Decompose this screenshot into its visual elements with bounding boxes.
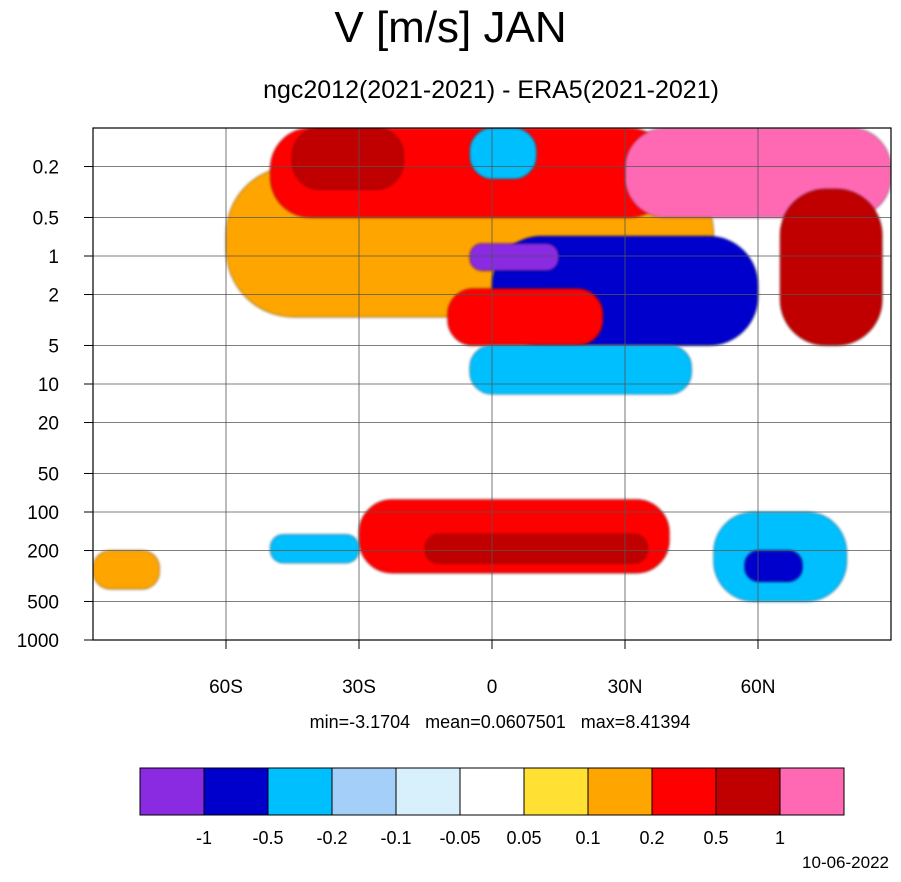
y-tick-label: 0.2: [33, 158, 59, 179]
y-tick-label: 1: [48, 247, 59, 268]
colorbar-swatch-10: [779, 767, 845, 816]
colorbar-label: -1: [196, 828, 212, 848]
plot-area: [93, 128, 891, 640]
y-tick-label: 5: [48, 336, 59, 357]
colorbar-swatch-1: [203, 767, 269, 816]
colorbar-label: 0.05: [506, 828, 541, 848]
y-tick-label: 20: [38, 414, 59, 435]
colorbar-label: -0.5: [252, 828, 283, 848]
chart-subtitle: ngc2012(2021-2021) - ERA5(2021-2021): [263, 76, 719, 104]
y-tick-label: 1000: [17, 631, 59, 652]
colorbar-label: -0.05: [439, 828, 480, 848]
y-tick-label: 50: [38, 464, 59, 485]
colorbar-label: -0.2: [316, 828, 347, 848]
x-tick-label: 0: [487, 677, 498, 698]
stats-line: min=-3.1704 mean=0.0607501 max=8.41394: [309, 712, 691, 732]
colorbar-swatch-9: [715, 767, 781, 816]
colorbar-label: 0.5: [703, 828, 728, 848]
y-tick-label: 200: [27, 542, 59, 563]
x-tick-label: 30N: [608, 677, 643, 698]
contour-region-7: [469, 243, 559, 271]
colorbar: -1 -0.5 -0.2 -0.1 -0.05 0.05 0.1 0.2 0.5 1: [139, 767, 845, 848]
colorbar-swatch-7: [587, 767, 653, 816]
axes: 60S 30S 0 30N 60N 0.2 0.5 1 2 5 10 20 50 100 200 500 100…: [17, 158, 776, 698]
contour-region-9: [469, 345, 692, 395]
colorbar-swatch-5: [459, 767, 525, 816]
colorbar-label: 0.1: [575, 828, 600, 848]
y-tick-label: 0.5: [33, 208, 59, 229]
y-tick-label: 2: [48, 286, 59, 307]
grid-lines: [93, 128, 891, 640]
chart-title: V [m/s] JAN: [334, 3, 567, 52]
contour-region-4: [779, 188, 883, 346]
contour-region-2: [292, 128, 404, 190]
x-tick-label: 60S: [209, 677, 243, 698]
colorbar-swatch-4: [395, 767, 461, 816]
y-tick-label: 100: [27, 503, 59, 524]
colorbar-swatch-8: [651, 767, 717, 816]
contour-region-11: [425, 534, 648, 564]
colorbar-swatch-0: [139, 767, 205, 816]
x-tick-label: 60N: [741, 677, 776, 698]
contour-region-14: [270, 534, 360, 564]
contour-region-13: [744, 550, 803, 582]
contour-region-5: [469, 128, 537, 180]
colorbar-label: 0.2: [639, 828, 664, 848]
y-tick-label: 10: [38, 375, 59, 396]
colorbar-label: -0.1: [380, 828, 411, 848]
colorbar-swatch-6: [523, 767, 589, 816]
colorbar-label: 1: [775, 828, 785, 848]
contour-region-8: [447, 288, 604, 346]
colorbar-swatch-3: [331, 767, 397, 816]
date-label: 10-06-2022: [802, 853, 889, 872]
y-tick-label: 500: [27, 592, 59, 613]
contour-region-15: [93, 550, 160, 590]
x-tick-label: 30S: [342, 677, 376, 698]
colorbar-swatch-2: [267, 767, 333, 816]
